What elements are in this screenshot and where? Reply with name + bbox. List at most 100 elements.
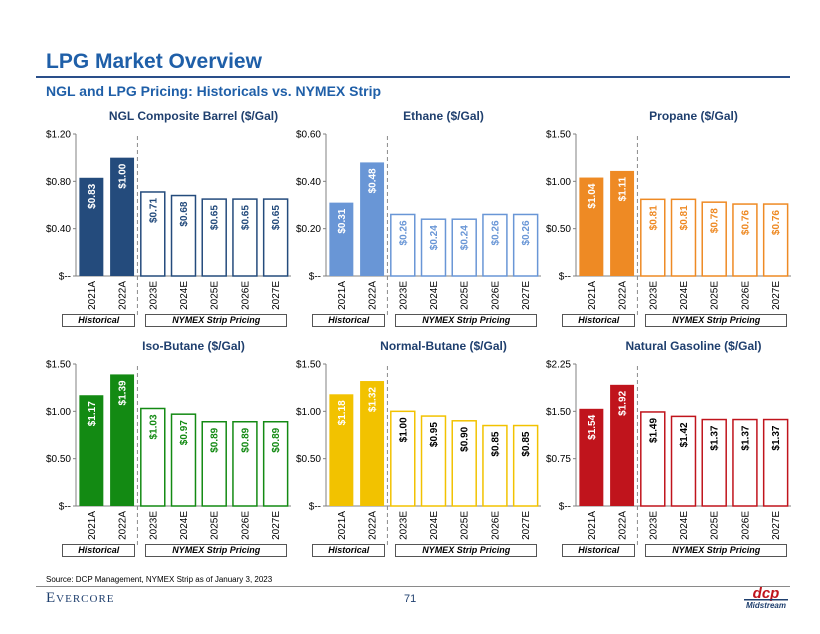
y-tick-label: $1.50	[546, 407, 571, 418]
x-tick-label: 2026E	[490, 281, 501, 310]
bar-value-label: $0.89	[240, 427, 251, 452]
bar	[140, 407, 166, 507]
historical-box: Historical	[312, 314, 386, 327]
y-tick-label: $0.50	[296, 454, 321, 465]
x-tick-label: 2025E	[210, 511, 221, 540]
x-tick-label: 2027E	[771, 281, 782, 310]
bar-value-label: $0.26	[521, 220, 532, 245]
bar-value-label: $1.00	[398, 417, 409, 442]
bar	[451, 420, 477, 507]
bar-value-label: $1.18	[337, 400, 348, 425]
bar	[579, 177, 604, 276]
bar-value-label: $0.26	[398, 220, 409, 245]
bar-value-label: $1.37	[710, 425, 721, 450]
bar	[262, 420, 289, 507]
chart-title: Natural Gasoline ($/Gal)	[625, 339, 761, 353]
bar	[482, 213, 508, 277]
x-tick-label: 2024E	[429, 281, 440, 310]
y-tick-label: $1.00	[46, 407, 71, 418]
x-tick-label: 2024E	[679, 511, 690, 540]
bar-value-label: $0.68	[179, 201, 190, 226]
bar	[512, 213, 539, 277]
chart-svg: Propane ($/Gal) $-- $0.50 $1.00 $1.50 $1.04 20…	[546, 109, 791, 318]
y-tick-label: $0.50	[546, 224, 571, 235]
chart-ethane: Ethane ($/Gal) $-- $0.20 $0.40 $0.60 $0.31 202…	[286, 106, 546, 327]
bar	[762, 203, 789, 277]
x-tick-label: 2022A	[618, 511, 629, 540]
y-tick-label: $1.00	[296, 407, 321, 418]
dcp-logo-subtext: Midstream	[746, 601, 786, 610]
bar	[640, 411, 666, 507]
x-tick-label: 2021A	[337, 281, 348, 310]
x-tick-label: 2027E	[771, 511, 782, 540]
bar	[170, 413, 197, 507]
nymex-strip-box: NYMEX Strip Pricing	[145, 314, 287, 327]
source-note: Source: DCP Management, NYMEX Strip as o…	[46, 575, 273, 584]
bar	[201, 198, 227, 277]
bar-value-label: $0.26	[490, 220, 501, 245]
title-rule	[36, 76, 790, 78]
bar	[329, 394, 354, 506]
y-tick-label: $--	[59, 502, 71, 513]
bar	[232, 198, 258, 277]
bar-value-label: $1.37	[740, 425, 751, 450]
y-tick-label: $0.60	[296, 130, 321, 141]
chart-svg: Iso-Butane ($/Gal) $-- $0.50 $1.00 $1.50 $1.1…	[46, 339, 291, 548]
chart-svg: NGL Composite Barrel ($/Gal) $-- $0.40 $0.8…	[46, 109, 291, 318]
bar	[390, 410, 416, 507]
y-tick-label: $0.75	[546, 454, 571, 465]
bar-value-label: $1.32	[368, 387, 379, 412]
y-tick-label: $1.50	[46, 360, 71, 371]
bar	[640, 198, 666, 277]
bar	[670, 415, 697, 507]
bar-value-label: $1.00	[118, 163, 129, 188]
y-tick-label: $2.25	[546, 360, 571, 371]
bar-value-label: $1.04	[587, 183, 598, 208]
x-tick-label: 2023E	[148, 511, 159, 540]
y-tick-label: $0.50	[46, 454, 71, 465]
bar-value-label: $0.85	[521, 431, 532, 456]
x-tick-label: 2024E	[679, 281, 690, 310]
historical-box: Historical	[562, 544, 636, 557]
bar	[762, 418, 789, 507]
bar-value-label: $1.54	[587, 414, 598, 439]
historical-box: Historical	[62, 314, 136, 327]
bar-value-label: $0.71	[148, 198, 159, 223]
chart-svg: Normal-Butane ($/Gal) $-- $0.50 $1.00 $1.50 $…	[296, 339, 541, 548]
chart-ngl-composite: NGL Composite Barrel ($/Gal) $-- $0.40 $0.8…	[36, 106, 296, 327]
chart-isobutane: Iso-Butane ($/Gal) $-- $0.50 $1.00 $1.50 $1.1…	[36, 336, 296, 557]
chart-svg: Ethane ($/Gal) $-- $0.20 $0.40 $0.60 $0.31 202…	[296, 109, 541, 318]
nymex-strip-box: NYMEX Strip Pricing	[395, 544, 537, 557]
bar-value-label: $1.49	[648, 418, 659, 443]
y-tick-label: $--	[559, 272, 571, 283]
bar-value-label: $0.65	[240, 205, 251, 230]
bar-value-label: $0.65	[271, 205, 282, 230]
y-tick-label: $0.20	[296, 224, 321, 235]
bar	[232, 420, 258, 507]
chart-normal-butane: Normal-Butane ($/Gal) $-- $0.50 $1.00 $1.50 $…	[286, 336, 546, 557]
bar-value-label: $1.11	[618, 176, 629, 201]
bar	[110, 157, 135, 276]
chart-svg: Natural Gasoline ($/Gal) $-- $0.75 $1.50 $2.…	[546, 339, 791, 548]
bar-value-label: $0.97	[179, 420, 190, 445]
bar-value-label: $0.31	[337, 208, 348, 233]
x-tick-label: 2027E	[521, 511, 532, 540]
bar-value-label: $0.76	[771, 210, 782, 235]
bar-value-label: $0.48	[368, 168, 379, 193]
bar-value-label: $0.24	[429, 225, 440, 250]
bar-value-label: $0.76	[740, 210, 751, 235]
bar	[732, 203, 758, 277]
y-tick-label: $0.40	[296, 177, 321, 188]
bar-value-label: $0.90	[460, 426, 471, 451]
chart-title: Propane ($/Gal)	[649, 109, 738, 123]
x-tick-label: 2027E	[521, 281, 532, 310]
bar-value-label: $0.89	[271, 427, 282, 452]
y-tick-label: $1.50	[546, 130, 571, 141]
x-tick-label: 2023E	[648, 281, 659, 310]
y-tick-label: $0.40	[46, 224, 71, 235]
x-tick-label: 2022A	[368, 511, 379, 540]
historical-box: Historical	[562, 314, 636, 327]
bar	[701, 201, 727, 277]
bar-value-label: $0.83	[87, 183, 98, 208]
bar	[610, 384, 635, 506]
